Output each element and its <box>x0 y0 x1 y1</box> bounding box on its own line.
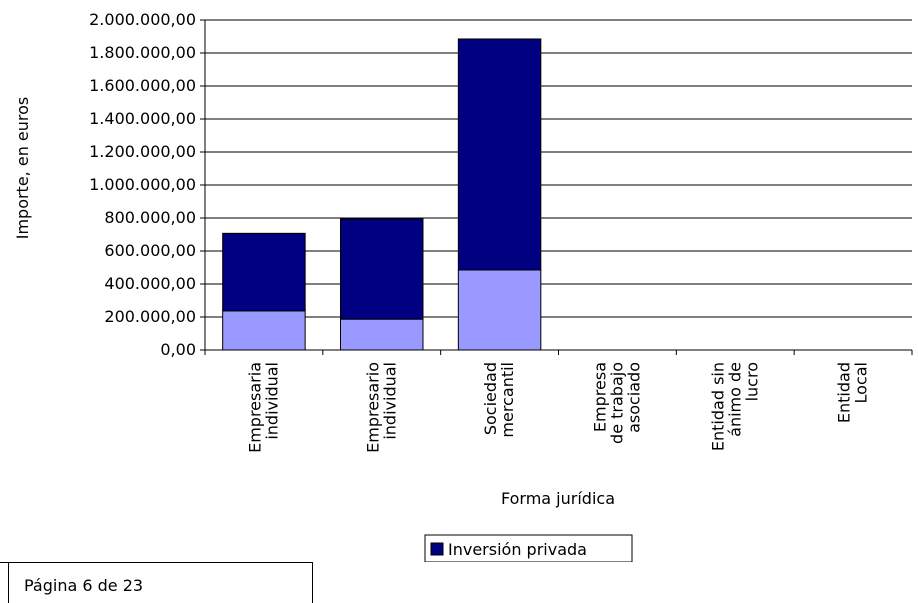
axes <box>200 19 913 355</box>
x-tick-label-line: Empresario <box>363 362 382 453</box>
stacked-bar-chart: 0,00 200.000,00 400.000,00 600.000,00 800.00… <box>13 10 913 562</box>
y-tick-label: 800.000,00 <box>104 208 196 227</box>
page-indicator: Página 6 de 23 <box>0 562 313 603</box>
y-tick-label: 1.800.000,00 <box>89 43 196 62</box>
bar-segment-inversion-privada <box>340 218 424 320</box>
x-tick-label-line: lucro <box>742 362 761 401</box>
x-tick-label-line: Local <box>852 362 871 403</box>
legend-label: Ayuda <box>448 559 497 562</box>
x-tick-label-line: mercantil <box>498 362 517 438</box>
x-tick-label-line: Empresaria <box>245 362 264 453</box>
x-tick-label-line: Sociedad <box>481 362 500 435</box>
y-tick-label: 1.400.000,00 <box>89 109 196 128</box>
x-tick-label-line: Entidad sin <box>708 362 727 451</box>
page-number-text: Página 6 de 23 <box>24 576 144 595</box>
y-tick-label: 1.600.000,00 <box>89 76 196 95</box>
gridlines <box>205 19 912 318</box>
y-tick-label: 0,00 <box>160 340 196 359</box>
legend-swatch <box>430 542 444 556</box>
bar-segment-inversion-privada <box>457 38 542 271</box>
y-tick-label: 600.000,00 <box>104 241 196 260</box>
bar-segment-ayuda <box>457 269 542 351</box>
y-tick-labels: 0,00 200.000,00 400.000,00 600.000,00 800.00… <box>89 10 196 359</box>
legend-label: Inversión privada <box>448 540 587 559</box>
y-tick-label: 200.000,00 <box>104 307 196 326</box>
y-tick-label: 1.000.000,00 <box>89 175 196 194</box>
y-tick-label: 400.000,00 <box>104 274 196 293</box>
x-tick-label-line: ánimo de <box>725 362 744 437</box>
x-tick-label-line: asociado <box>624 362 643 433</box>
x-tick-label-line: individual <box>380 362 399 440</box>
bar-segment-ayuda <box>340 318 424 351</box>
y-tick-label: 2.000.000,00 <box>89 10 196 29</box>
x-tick-label-line: individual <box>262 362 281 440</box>
legend: Inversión privadaAyuda <box>424 534 633 562</box>
bar-segment-ayuda <box>222 310 306 351</box>
legend-frame <box>424 534 633 562</box>
x-axis-label: Forma jurídica <box>501 489 615 508</box>
x-tick-label-line: de trabajo <box>607 362 626 444</box>
y-axis-label: Importe, en euros <box>13 97 32 240</box>
x-tick-label-line: Entidad <box>835 362 854 423</box>
page-indicator-rule <box>8 563 9 603</box>
y-tick-label: 1.200.000,00 <box>89 142 196 161</box>
x-tick-label-line: Empresa <box>590 362 609 432</box>
bar-segment-inversion-privada <box>222 232 306 312</box>
